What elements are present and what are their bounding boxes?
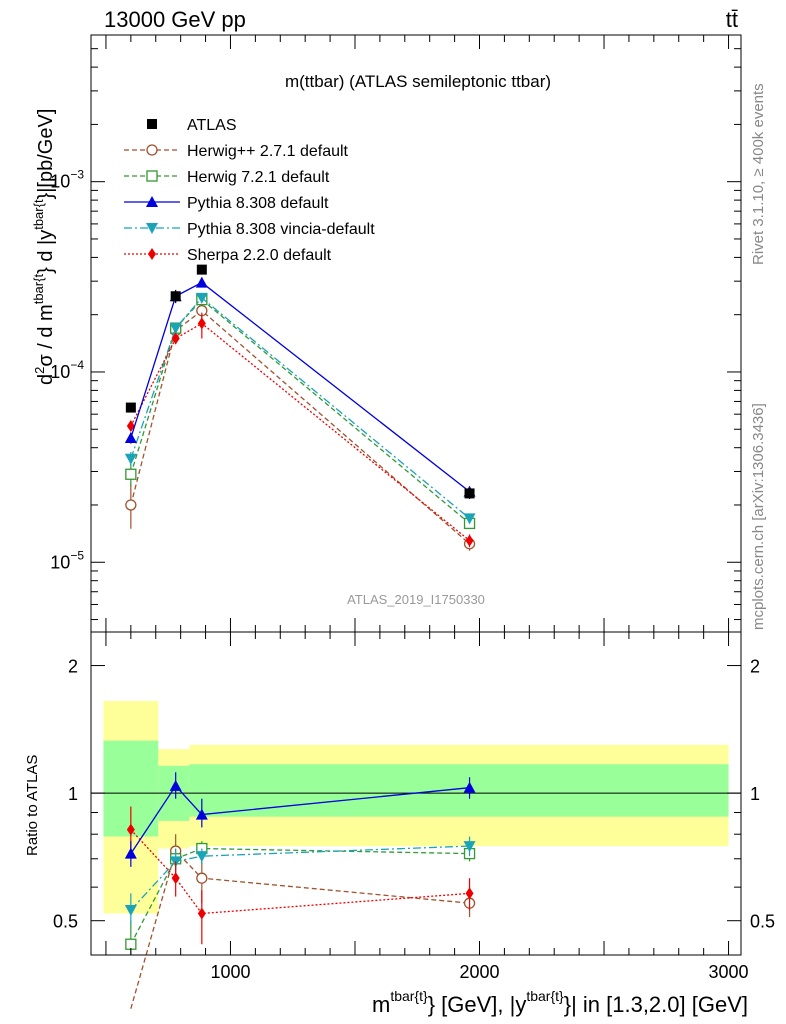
series-0-point — [125, 402, 136, 413]
ratio-y-tick-label: 2 — [68, 657, 78, 677]
series-1-point — [125, 499, 137, 511]
ratio-series-2-point — [195, 808, 208, 820]
ratio-axis-ticks: 0.5 0.5 1 1 2 2 1000 2000 3000 — [53, 632, 775, 982]
legend-marker — [146, 223, 158, 234]
legend-marker — [146, 170, 158, 182]
legend-label: Herwig++ 2.7.1 default — [187, 143, 349, 160]
x-tick-label: 2000 — [459, 962, 499, 982]
series-3-point — [124, 431, 137, 443]
y-tick-label: 10−5 — [50, 548, 84, 572]
series-2-point — [125, 468, 137, 480]
ratio-series-3-point — [124, 904, 137, 916]
series-0-point — [170, 291, 181, 302]
legend: ATLAS Herwig++ 2.7.1 default Herwig 7.2.1 … — [124, 117, 375, 264]
ratio-series-2-line — [130, 784, 470, 854]
ratio-series-1-line — [130, 847, 470, 945]
ratio-series-0-point — [196, 872, 208, 884]
legend-marker — [148, 248, 156, 260]
legend-label: Pythia 8.308 default — [187, 195, 329, 212]
ratio-y-tick-label-right: 1 — [750, 784, 760, 804]
ratio-y-tick-label-right: 2 — [750, 657, 760, 677]
ratio-series-0-line — [130, 849, 470, 1009]
ratio-plot-area — [91, 700, 741, 1009]
ratio-series-4-point — [171, 872, 180, 885]
ratio-y-tick-label: 0.5 — [53, 912, 78, 932]
process-label: tt̄ — [726, 7, 738, 32]
main-ylabel: d2σ / d mtbar{t} d |ytbar{t}|[pb/GeV] — [31, 109, 57, 385]
series-4-line — [130, 297, 470, 519]
analysis-id: ATLAS_2019_I1750330 — [347, 592, 485, 607]
series-0-point — [196, 264, 207, 275]
series-4-point — [195, 292, 208, 304]
legend-marker — [147, 119, 157, 129]
series-1-line — [130, 309, 470, 545]
ratio-series-3-point — [195, 851, 208, 863]
series-2-line — [130, 298, 470, 524]
legend-label: Herwig 7.2.1 default — [187, 169, 330, 186]
series-4-point — [169, 323, 182, 335]
series-3-line — [130, 281, 470, 493]
plot-title: m(ttbar) (ATLAS semileptonic ttbar) — [285, 72, 551, 91]
rivet-label: Rivet 3.1.10, ≥ 400k events — [750, 83, 767, 265]
legend-label: ATLAS — [187, 117, 237, 134]
stat-uncertainty-band — [189, 764, 729, 817]
series-0-point — [464, 488, 475, 499]
series-5-point — [197, 317, 206, 330]
ratio-series-3-line — [130, 845, 470, 911]
series-5-point — [465, 534, 474, 547]
y-tick-label: 10−3 — [50, 168, 84, 192]
ratio-panel: 0.5 0.5 1 1 2 2 1000 2000 3000 Ratio to ATLAS — [24, 631, 775, 1009]
ratio-series-2-point — [169, 779, 182, 791]
legend-marker — [146, 144, 158, 156]
ratio-series-4-point — [126, 823, 135, 836]
legend-label: Pythia 8.308 vincia-default — [187, 221, 375, 238]
main-panel: 10−5 10−4 10−3 m(ttbar) (ATLAS semileptoni… — [31, 34, 767, 633]
energy-label: 13000 GeV pp — [104, 7, 246, 32]
series-3-point — [195, 276, 208, 288]
ratio-series-3-point — [463, 841, 476, 853]
legend-label: Sherpa 2.2.0 default — [187, 247, 332, 264]
main-axis-ticks: 10−5 10−4 10−3 — [50, 35, 741, 632]
ratio-ylabel: Ratio to ATLAS — [24, 755, 41, 856]
x-tick-label: 3000 — [709, 962, 749, 982]
ratio-series-4-line — [130, 829, 470, 915]
ratio-series-1-point — [125, 938, 137, 950]
series-4-point — [124, 453, 137, 465]
svg-text:d2σ / d mtbar{t} d |ytbar{t}|[: d2σ / d mtbar{t} d |ytbar{t}|[pb/GeV] — [31, 109, 57, 385]
ratio-series-2-point — [463, 781, 476, 793]
ratio-series-4-point — [197, 907, 206, 920]
ylabel-d2sigma: d — [35, 374, 57, 385]
site-label: mcplots.cern.ch [arXiv:1306.3436] — [750, 403, 767, 630]
legend-marker — [146, 196, 158, 207]
ratio-y-tick-label-right: 0.5 — [750, 912, 775, 932]
main-plot-area — [124, 264, 476, 551]
series-5-line — [130, 322, 470, 542]
ratio-y-tick-label: 1 — [68, 784, 78, 804]
ratio-series-4-point — [465, 887, 474, 900]
x-tick-label: 1000 — [210, 962, 250, 982]
x-axis-label: mtbar{t}} [GeV], |ytbar{t}}| in [1.3,2.0… — [372, 988, 748, 1017]
y-tick-label: 10−4 — [50, 358, 84, 382]
ratio-series-2-point — [124, 847, 137, 859]
series-4-point — [463, 513, 476, 525]
series-5-point — [171, 332, 180, 345]
series-5-point — [126, 420, 135, 433]
